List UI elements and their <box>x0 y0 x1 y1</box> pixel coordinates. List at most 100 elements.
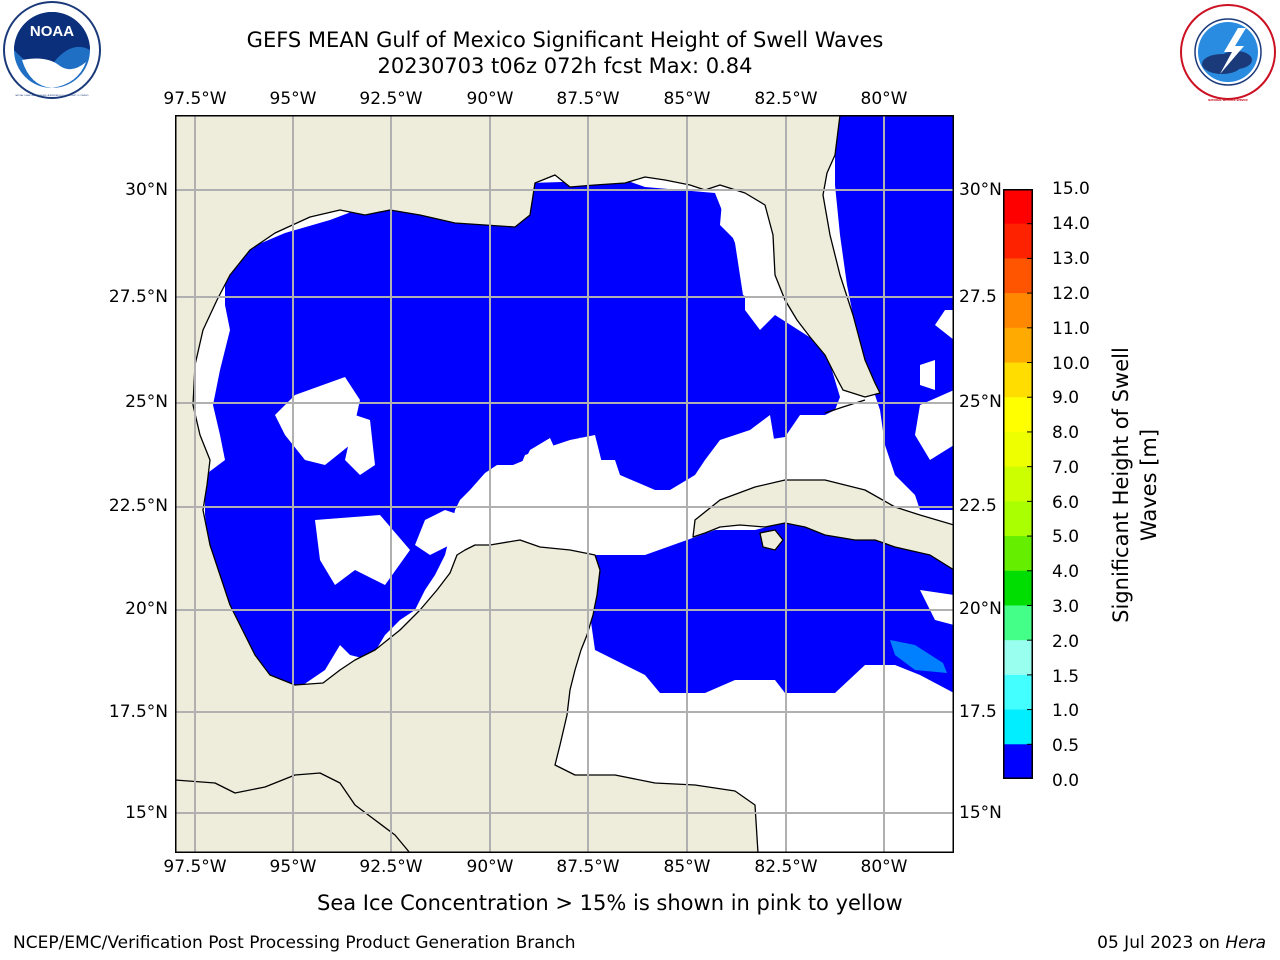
lon-label-top: 95°W <box>269 89 317 109</box>
colorbar-swatch <box>1003 570 1033 607</box>
colorbar-swatch <box>1003 640 1033 676</box>
nodata-hole <box>920 360 935 390</box>
colorbar-swatch <box>1003 536 1033 572</box>
lon-label-top: 87.5°W <box>556 89 620 109</box>
swell-nodata-holes <box>275 190 954 625</box>
colorbar-swatch <box>1003 362 1033 398</box>
lon-label-bottom: 80°W <box>860 857 908 877</box>
lat-label-right: 22.5 <box>959 496 997 516</box>
swell-patch-cayman <box>890 640 947 673</box>
nodata-hole <box>935 310 954 340</box>
lon-label-bottom: 95°W <box>269 857 317 877</box>
colorbar-title-line1: Significant Height of Swell <box>1109 347 1133 623</box>
lon-label-bottom: 85°W <box>663 857 711 877</box>
colorbar-swatch <box>1003 466 1033 502</box>
noaa-logo: NOAA NATIONAL OCEANIC AND ATMOSPHERIC AD… <box>2 0 102 100</box>
colorbar-swatch <box>1003 605 1033 641</box>
lat-label-left: 25°N <box>125 392 168 412</box>
lon-label-bottom: 82.5°W <box>754 857 818 877</box>
colorbar-swatch <box>1003 431 1033 468</box>
colorbar-swatch <box>1003 709 1033 745</box>
colorbar-tick: 9.0 <box>1052 388 1080 408</box>
lon-label-bottom: 92.5°W <box>359 857 423 877</box>
nodata-hole <box>515 435 605 510</box>
lat-label-left: 15°N <box>125 803 168 823</box>
footer-host: Hera <box>1225 933 1266 953</box>
gulf-map <box>174 114 955 854</box>
lon-label-bottom: 87.5°W <box>556 857 620 877</box>
nws-ring-text: NATIONAL WEATHER SERVICE <box>1208 99 1248 102</box>
colorbar-tick: 0.0 <box>1052 771 1080 791</box>
colorbar-swatch <box>1003 397 1033 433</box>
lat-label-right: 27.5 <box>959 287 997 307</box>
colorbar-tick: 11.0 <box>1052 319 1090 339</box>
footer-date-text: 05 Jul 2023 on <box>1097 933 1226 953</box>
colorbar-swatch <box>1003 223 1033 260</box>
map-frame <box>175 115 954 853</box>
lat-label-right: 17.5 <box>959 702 997 722</box>
colorbar-tick: 2.0 <box>1052 632 1080 652</box>
nodata-hole <box>720 190 750 240</box>
lon-label-bottom: 97.5°W <box>163 857 227 877</box>
colorbar-tick: 12.0 <box>1052 284 1090 304</box>
lon-label-top: 85°W <box>663 89 711 109</box>
colorbar-tick: 0.5 <box>1052 736 1080 756</box>
nodata-hole <box>915 390 954 460</box>
nodata-hole <box>745 275 775 330</box>
nodata-hole <box>275 377 360 465</box>
colorbar-tick: 5.0 <box>1052 527 1080 547</box>
lat-label-right: 15°N <box>959 803 1002 823</box>
lat-label-left: 20°N <box>125 599 168 619</box>
colorbar-title-line2: Waves [m] <box>1137 428 1161 542</box>
colorbar-swatch <box>1003 327 1033 364</box>
land-masses <box>174 114 955 854</box>
colorbar-swatches <box>1003 189 1033 780</box>
sea-ice-note: Sea Ice Concentration > 15% is shown in … <box>317 891 903 915</box>
lat-label-left: 17.5°N <box>108 702 168 722</box>
colorbar-tick: 6.0 <box>1052 493 1080 513</box>
lat-label-left: 30°N <box>125 180 168 200</box>
plot-title-line1: GEFS MEAN Gulf of Mexico Significant Hei… <box>246 28 884 52</box>
plot-title-line2: 20230703 t06z 072h fcst Max: 0.84 <box>377 54 753 78</box>
colorbar-swatch <box>1003 744 1033 780</box>
colorbar-swatch <box>1003 501 1033 537</box>
nodata-hole <box>315 515 410 585</box>
noaa-ring-text: NATIONAL OCEANIC AND ATMOSPHERIC ADMINIS… <box>15 94 88 97</box>
colorbar-tick: 4.0 <box>1052 562 1080 582</box>
land-north-america <box>174 114 881 854</box>
map-panel <box>174 114 955 854</box>
colorbar-tick: 14.0 <box>1052 214 1090 234</box>
nodata-hole <box>415 510 460 555</box>
nodata-hole <box>720 415 775 465</box>
footer-branch: NCEP/EMC/Verification Post Processing Pr… <box>13 933 576 953</box>
lon-label-top: 82.5°W <box>754 89 818 109</box>
land-cuba <box>692 479 955 571</box>
lon-label-top: 97.5°W <box>163 89 227 109</box>
colorbar-tick: 15.0 <box>1052 179 1090 199</box>
colorbar-tick: 13.0 <box>1052 249 1090 269</box>
lon-label-top: 92.5°W <box>359 89 423 109</box>
nws-logo: NATIONAL WEATHER SERVICE <box>1178 2 1278 102</box>
lat-label-left: 22.5°N <box>108 496 168 516</box>
colorbar-swatch <box>1003 189 1033 225</box>
lat-label-right: 30°N <box>959 180 1002 200</box>
footer-date: 05 Jul 2023 on Hera <box>1097 933 1266 953</box>
nodata-hole <box>920 590 954 625</box>
colorbar-swatch <box>1003 258 1033 294</box>
colorbar <box>1003 189 1033 780</box>
colorbar-tick: 10.0 <box>1052 354 1090 374</box>
lon-label-top: 80°W <box>860 89 908 109</box>
lon-label-top: 90°W <box>466 89 514 109</box>
swell-region-caribbean <box>590 520 954 693</box>
lat-label-left: 27.5°N <box>108 287 168 307</box>
colorbar-swatch <box>1003 293 1033 329</box>
colorbar-tick: 8.0 <box>1052 423 1080 443</box>
colorbar-tick: 7.0 <box>1052 458 1080 478</box>
lat-label-right: 20°N <box>959 599 1002 619</box>
colorbar-frame <box>1003 189 1033 779</box>
colorbar-tick: 1.5 <box>1052 667 1080 687</box>
colorbar-tick: 3.0 <box>1052 597 1080 617</box>
colorbar-title: Significant Height of Swell Waves [m] <box>1107 345 1163 625</box>
lon-label-bottom: 90°W <box>466 857 514 877</box>
colorbar-swatch <box>1003 674 1033 711</box>
